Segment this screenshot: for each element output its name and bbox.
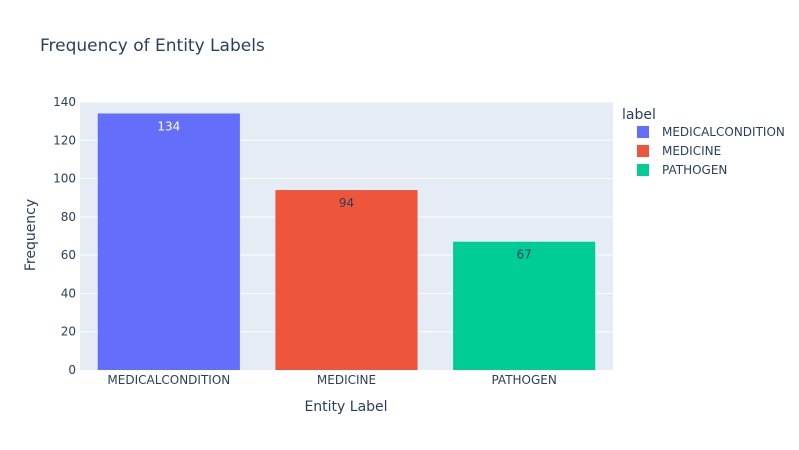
bar-data-label: 94 — [339, 196, 354, 210]
y-tick-label: 100 — [53, 172, 76, 186]
y-tick-label: 40 — [61, 286, 76, 300]
x-tick-label: MEDICINE — [317, 373, 376, 387]
y-tick-label: 140 — [53, 95, 76, 109]
y-tick-label: 0 — [68, 363, 76, 377]
y-tick-label: 80 — [61, 210, 76, 224]
bars — [97, 113, 596, 370]
y-tick-label: 60 — [61, 248, 76, 262]
legend-title: label — [622, 107, 656, 123]
bar-pathogen — [453, 241, 596, 370]
x-axis-ticks: MEDICALCONDITION MEDICINE PATHOGEN — [107, 373, 556, 387]
y-axis-title: Frequency — [23, 199, 39, 271]
x-tick-label: MEDICALCONDITION — [107, 373, 230, 387]
legend-entry-label[interactable]: MEDICINE — [662, 144, 721, 158]
legend-swatch[interactable] — [637, 145, 649, 157]
x-axis-title: Entity Label — [304, 399, 387, 415]
chart-title: Frequency of Entity Labels — [40, 36, 265, 56]
bar-medicine — [275, 190, 418, 370]
legend: label MEDICALCONDITION MEDICINE PATHOGEN — [622, 107, 785, 177]
y-tick-label: 20 — [61, 325, 76, 339]
x-tick-label: PATHOGEN — [491, 373, 556, 387]
legend-items: MEDICALCONDITION MEDICINE PATHOGEN — [637, 125, 785, 177]
legend-swatch[interactable] — [637, 164, 649, 176]
legend-entry-label[interactable]: MEDICALCONDITION — [662, 125, 785, 139]
bar-medicalcondition — [97, 113, 240, 370]
legend-entry-label[interactable]: PATHOGEN — [662, 163, 727, 177]
bar-labels: 134 94 67 — [157, 119, 531, 261]
legend-swatch[interactable] — [637, 126, 649, 138]
y-axis-ticks: 0 20 40 60 80 100 120 140 — [53, 95, 76, 377]
bar-data-label: 134 — [157, 119, 180, 133]
bar-data-label: 67 — [517, 248, 532, 262]
y-tick-label: 120 — [53, 133, 76, 147]
